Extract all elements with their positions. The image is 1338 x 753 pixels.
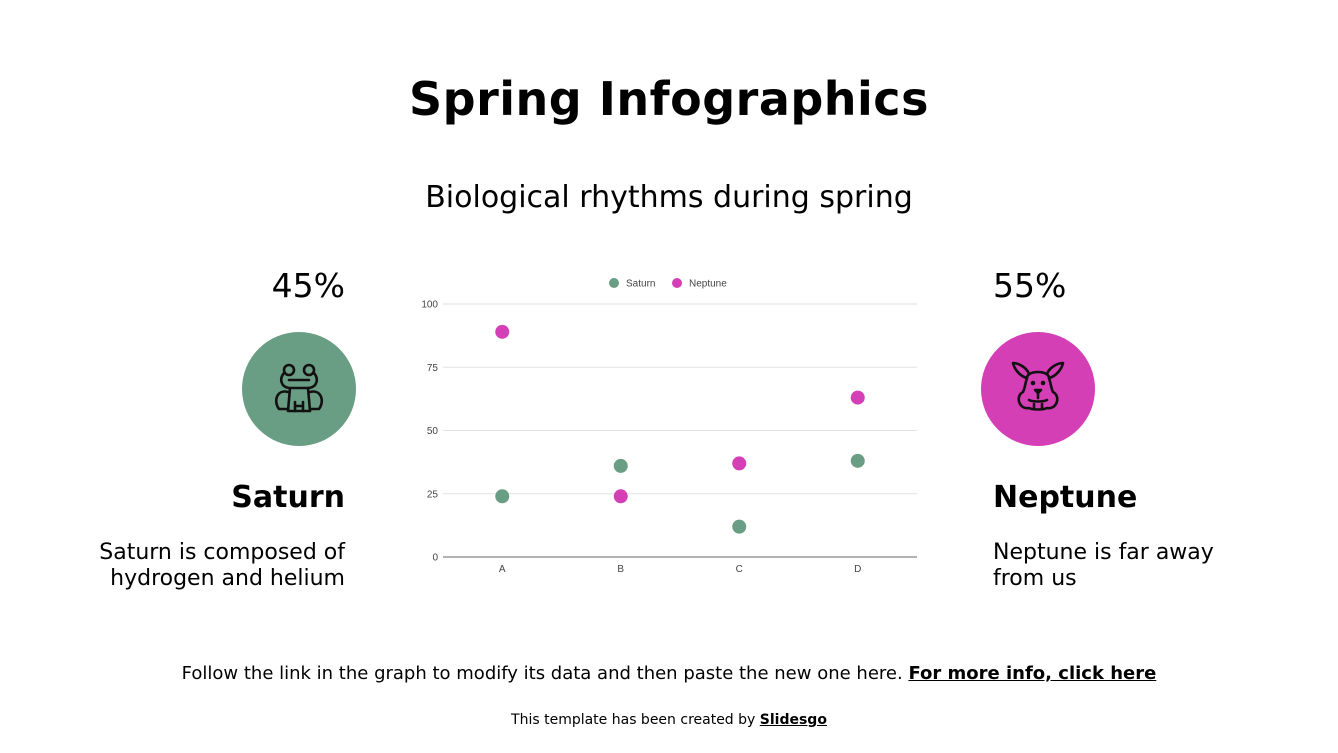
neptune-description: Neptune is far away from us xyxy=(993,540,1253,592)
slide-title: Spring Infographics xyxy=(409,72,929,126)
instruction-text: Follow the link in the graph to modify i… xyxy=(181,663,903,684)
y-tick-label: 75 xyxy=(427,363,439,374)
credit-text: This template has been created by xyxy=(511,712,756,728)
saturn-description: Saturn is composed of hydrogen and heliu… xyxy=(45,540,345,592)
y-tick-label: 0 xyxy=(432,553,438,564)
data-point-saturn[interactable] xyxy=(495,489,510,504)
rabbit-icon xyxy=(1011,361,1065,411)
neptune-percent: 55% xyxy=(993,266,1067,305)
legend-marker xyxy=(609,278,619,288)
data-point-saturn[interactable] xyxy=(613,458,628,473)
slidesgo-link[interactable]: Slidesgo xyxy=(759,712,827,728)
footer-instruction: Follow the link in the graph to modify i… xyxy=(0,663,1338,684)
more-info-link[interactable]: For more info, click here xyxy=(908,663,1157,684)
legend-marker xyxy=(672,278,682,288)
data-point-saturn[interactable] xyxy=(732,519,747,534)
data-point-neptune[interactable] xyxy=(613,489,628,504)
data-point-neptune[interactable] xyxy=(732,456,747,471)
neptune-icon-circle xyxy=(981,332,1095,446)
saturn-desc-line1: Saturn is composed of xyxy=(99,540,345,565)
y-tick-label: 25 xyxy=(427,489,439,500)
frog-icon xyxy=(275,363,323,413)
saturn-name: Saturn xyxy=(231,480,345,515)
x-tick-label: A xyxy=(499,564,506,575)
legend-label: Saturn xyxy=(626,279,655,290)
y-tick-label: 50 xyxy=(427,426,439,437)
saturn-icon-circle xyxy=(242,332,356,446)
data-point-neptune[interactable] xyxy=(495,324,510,339)
chart-subtitle: Biological rhythms during spring xyxy=(425,180,913,215)
saturn-percent: 45% xyxy=(271,266,345,305)
neptune-desc-line1: Neptune is far away xyxy=(993,540,1214,565)
data-point-neptune[interactable] xyxy=(850,390,865,405)
neptune-name: Neptune xyxy=(993,480,1138,515)
legend-label: Neptune xyxy=(689,279,727,290)
x-tick-label: C xyxy=(736,564,743,575)
scatter-chart[interactable]: 0 25 50 75 100 A B C D Saturn Neptune xyxy=(410,270,930,580)
footer-credit: This template has been created by Slides… xyxy=(0,712,1338,728)
y-tick-label: 100 xyxy=(421,300,438,311)
neptune-desc-line2: from us xyxy=(993,566,1077,591)
chart-canvas: 0 25 50 75 100 A B C D Saturn Neptune xyxy=(421,278,917,575)
saturn-desc-line2: hydrogen and helium xyxy=(110,566,345,591)
data-point-saturn[interactable] xyxy=(850,453,865,468)
x-tick-label: B xyxy=(617,564,624,575)
x-tick-label: D xyxy=(854,564,861,575)
